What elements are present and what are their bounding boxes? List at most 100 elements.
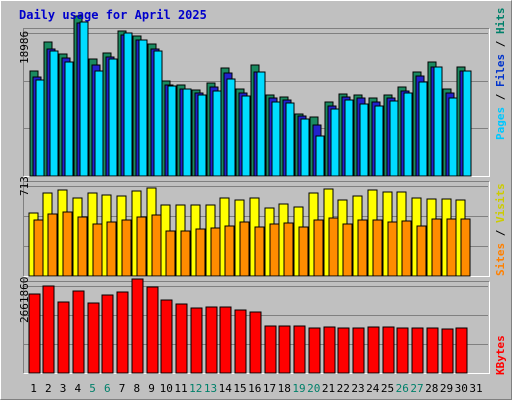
bar-pages-day-27 <box>418 81 428 177</box>
bar-pages-day-8 <box>138 39 148 177</box>
legend-separator: / <box>494 87 507 107</box>
bar-sites-day-19 <box>298 226 309 277</box>
legend-files: Files <box>494 53 507 87</box>
bar-sites-day-11 <box>180 230 191 277</box>
bar-sites-day-28 <box>431 218 442 277</box>
bar-pages-day-3 <box>64 61 74 177</box>
x-tick-day-27: 27 <box>410 382 424 395</box>
x-tick-day-10: 10 <box>159 382 173 395</box>
legend-separator: / <box>494 223 507 243</box>
bar-kbytes-day-24 <box>367 326 380 374</box>
bar-sites-day-25 <box>387 221 398 277</box>
bar-pages-day-9 <box>153 50 163 177</box>
bar-sites-day-21 <box>328 217 339 277</box>
bar-sites-day-3 <box>62 211 73 277</box>
x-tick-day-14: 14 <box>218 382 232 395</box>
bar-sites-day-15 <box>239 221 250 277</box>
bar-kbytes-day-3 <box>57 301 70 374</box>
x-tick-day-23: 23 <box>351 382 365 395</box>
bar-pages-day-7 <box>123 32 133 177</box>
bar-sites-day-2 <box>47 213 58 277</box>
bar-pages-day-22 <box>344 99 354 177</box>
x-tick-day-1: 1 <box>30 382 37 395</box>
x-tick-day-15: 15 <box>233 382 247 395</box>
x-tick-day-21: 21 <box>321 382 336 395</box>
x-tick-day-26: 26 <box>395 382 409 395</box>
bar-pages-day-30 <box>462 70 472 177</box>
bar-kbytes-day-27 <box>411 327 424 374</box>
bar-sites-day-16 <box>254 226 265 277</box>
bar-sites-day-10 <box>165 230 176 277</box>
bar-pages-day-11 <box>182 88 192 177</box>
bar-pages-day-24 <box>374 105 384 177</box>
bar-kbytes-day-6 <box>101 294 114 374</box>
bar-kbytes-day-8 <box>131 278 144 374</box>
bar-kbytes-day-11 <box>175 303 188 374</box>
x-tick-day-11: 11 <box>174 382 188 395</box>
panel-1-legend: Pages / Files / Hits <box>494 8 507 141</box>
bar-kbytes-day-14 <box>219 306 232 374</box>
bar-pages-day-6 <box>108 58 118 177</box>
x-tick-day-8: 8 <box>133 382 141 395</box>
x-tick-day-25: 25 <box>380 382 395 395</box>
x-tick-day-30: 30 <box>454 382 468 395</box>
bar-pages-day-18 <box>285 102 295 177</box>
bar-kbytes-day-15 <box>234 309 247 374</box>
panel-3-legend: KBytes <box>494 335 507 375</box>
bar-sites-day-1 <box>33 219 44 277</box>
bar-pages-day-2 <box>49 50 59 177</box>
bar-sites-day-29 <box>446 218 457 277</box>
bar-pages-day-21 <box>330 108 340 177</box>
bar-kbytes-day-13 <box>205 306 218 374</box>
x-tick-day-31: 31 <box>469 382 483 395</box>
legend-sites: Sites <box>494 242 507 276</box>
bar-kbytes-day-5 <box>87 302 100 374</box>
bar-pages-day-28 <box>433 66 443 177</box>
bar-kbytes-day-16 <box>249 311 262 374</box>
bar-pages-day-14 <box>226 78 236 177</box>
bar-pages-day-16 <box>256 71 266 177</box>
bar-sites-day-27 <box>416 225 427 277</box>
panel-1-max-label: 18986 <box>18 30 31 64</box>
x-tick-day-12: 12 <box>189 382 203 395</box>
x-tick-day-6: 6 <box>103 382 111 395</box>
bar-sites-day-7 <box>121 219 132 277</box>
legend-hits: Hits <box>494 7 507 35</box>
bar-kbytes-day-22 <box>337 327 350 374</box>
bar-pages-day-10 <box>167 85 177 177</box>
bar-sites-day-9 <box>151 214 162 277</box>
bar-kbytes-day-28 <box>426 327 439 374</box>
x-tick-day-16: 16 <box>248 382 262 395</box>
bar-pages-day-5 <box>94 70 104 177</box>
bar-pages-day-25 <box>389 100 399 177</box>
panel-3-shadow <box>23 281 490 374</box>
bar-sites-day-20 <box>313 219 324 277</box>
x-tick-day-2: 2 <box>44 382 52 395</box>
bar-kbytes-day-4 <box>72 290 85 374</box>
x-tick-day-9: 9 <box>148 382 155 395</box>
bar-kbytes-day-25 <box>382 326 395 374</box>
x-tick-day-24: 24 <box>366 382 380 395</box>
legend-pages: Pages <box>494 106 507 140</box>
bar-kbytes-day-10 <box>160 299 173 374</box>
bar-sites-day-23 <box>357 219 368 277</box>
x-tick-day-19: 19 <box>292 382 306 395</box>
x-tick-day-28: 28 <box>425 382 439 395</box>
bar-pages-day-4 <box>79 21 89 177</box>
bar-kbytes-day-26 <box>396 327 409 374</box>
bar-pages-day-1 <box>35 79 45 177</box>
x-tick-day-18: 18 <box>277 382 291 395</box>
x-tick-day-29: 29 <box>439 382 454 395</box>
panel-2-legend: Sites / Visits <box>494 183 507 276</box>
bar-sites-day-8 <box>136 216 147 277</box>
bar-kbytes-day-29 <box>441 328 454 374</box>
x-tick-day-4: 4 <box>74 382 82 395</box>
x-tick-day-20: 20 <box>307 382 321 395</box>
panel-3-max-label: 2661860 <box>18 276 31 323</box>
x-tick-day-5: 5 <box>89 382 96 395</box>
panel-2-shadow <box>23 181 490 277</box>
bar-pages-day-26 <box>403 92 413 177</box>
bar-pages-day-12 <box>197 94 207 177</box>
